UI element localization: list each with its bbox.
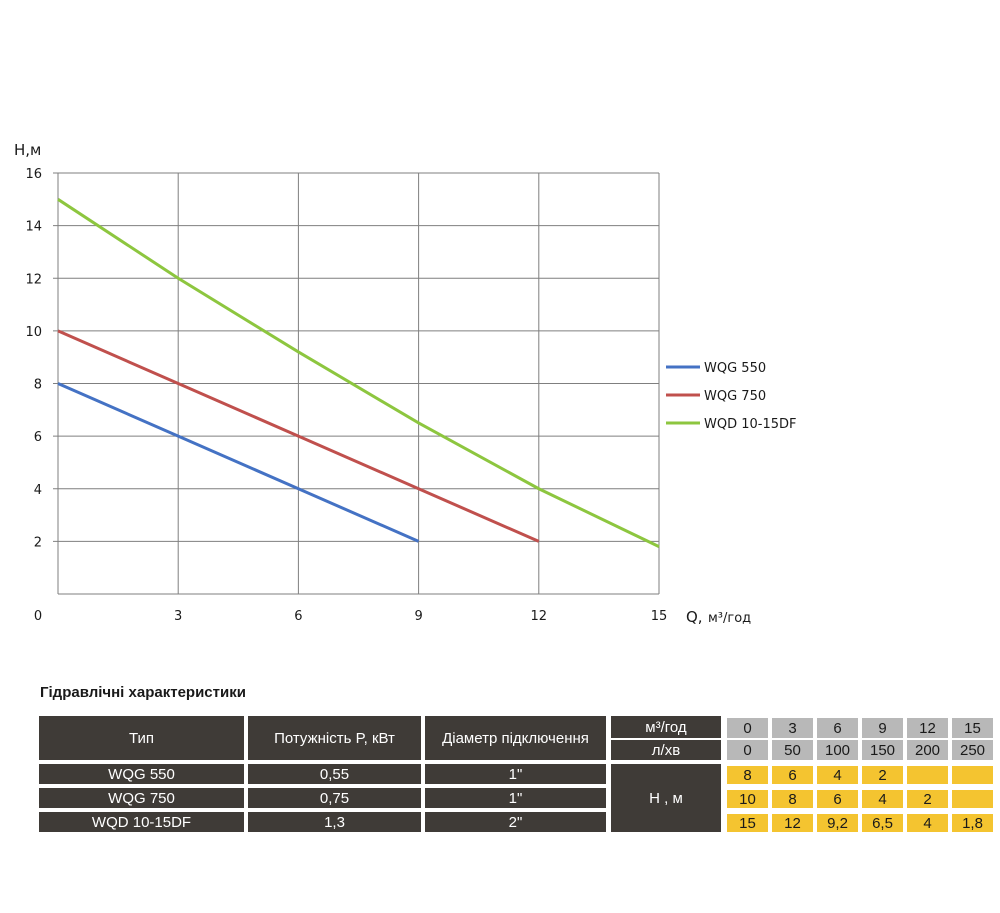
q-lpm-cell: 250	[952, 740, 993, 760]
row-head-cell: 10	[727, 790, 768, 808]
table-title: Гідравлічні характеристики	[40, 684, 246, 701]
q-lpm-cell: 150	[862, 740, 903, 760]
row-type: WQG 550	[39, 764, 244, 784]
q-m3-cell: 0	[727, 718, 768, 738]
q-m3-cell: 9	[862, 718, 903, 738]
legend-label-1: WQG 750	[704, 389, 766, 404]
y-tick-label: 6	[34, 430, 42, 445]
y-tick-label: 14	[25, 220, 42, 235]
q-lpm-cell: 0	[727, 740, 768, 760]
x-tick-label: 6	[294, 609, 302, 624]
row-head-cell: 6	[772, 766, 813, 784]
x-tick-label: 9	[414, 609, 422, 624]
x-tick-label: 15	[651, 609, 668, 624]
row-head-cell: 6,5	[862, 814, 903, 832]
q-m3-cell: 12	[907, 718, 948, 738]
y-tick-label: 8	[34, 378, 42, 393]
y-axis-label: H,м	[14, 141, 41, 159]
header-power: Потужність P, кВт	[248, 716, 421, 760]
y-tick-label: 2	[34, 535, 42, 550]
header-diameter: Діаметр підключення	[425, 716, 606, 760]
y-tick-label: 12	[25, 272, 42, 287]
row-head-cell: 4	[817, 766, 858, 784]
q-m3-cell: 6	[817, 718, 858, 738]
x-axis-label: Q,	[686, 608, 703, 626]
row-head-cell: 4	[862, 790, 903, 808]
header-type: Тип	[39, 716, 244, 760]
row-head-cell: 8	[772, 790, 813, 808]
header-unit-lpm: л/хв	[611, 740, 721, 760]
row-head-cell: 4	[907, 814, 948, 832]
y-tick-label: 10	[25, 325, 42, 340]
row-head-cell: 2	[907, 790, 948, 808]
row-power: 0,55	[248, 764, 421, 784]
row-head-cell: 8	[727, 766, 768, 784]
row-head-cell: 15	[727, 814, 768, 832]
head-flow-chart: 2 4 6 8 10 12 14 16 0 3 6 9 12 15 H,м Q, м³/год WQG 550 WQ…	[14, 141, 797, 626]
legend-label-2: WQD 10-15DF	[704, 417, 797, 432]
row-head-cell	[952, 766, 993, 784]
row-diameter: 1"	[425, 764, 606, 784]
row-power: 0,75	[248, 788, 421, 808]
y-tick-label: 4	[34, 483, 42, 498]
x-tick-label: 0	[34, 609, 42, 624]
row-type: WQD 10-15DF	[39, 812, 244, 832]
row-head-cell: 9,2	[817, 814, 858, 832]
row-diameter: 1"	[425, 788, 606, 808]
q-m3-cell: 3	[772, 718, 813, 738]
row-type: WQG 750	[39, 788, 244, 808]
row-head-cell	[907, 766, 948, 784]
header-head: Н , м	[611, 764, 721, 832]
q-m3-cell: 15	[952, 718, 993, 738]
series-line-0	[57, 382, 420, 543]
series-line-1	[57, 329, 540, 543]
header-unit-m3: м³/год	[611, 716, 721, 738]
y-tick-label: 16	[25, 167, 42, 182]
x-tick-label: 3	[174, 609, 182, 624]
q-lpm-cell: 100	[817, 740, 858, 760]
q-lpm-cell: 200	[907, 740, 948, 760]
row-head-cell	[952, 790, 993, 808]
row-head-cell: 1,8	[952, 814, 993, 832]
series-line-2	[57, 198, 660, 548]
row-diameter: 2"	[425, 812, 606, 832]
q-lpm-cell: 50	[772, 740, 813, 760]
row-head-cell: 12	[772, 814, 813, 832]
row-power: 1,3	[248, 812, 421, 832]
row-head-cell: 2	[862, 766, 903, 784]
row-head-cell: 6	[817, 790, 858, 808]
x-axis-unit: м³/год	[708, 611, 751, 626]
x-tick-label: 12	[531, 609, 548, 624]
legend-label-0: WQG 550	[704, 361, 766, 376]
